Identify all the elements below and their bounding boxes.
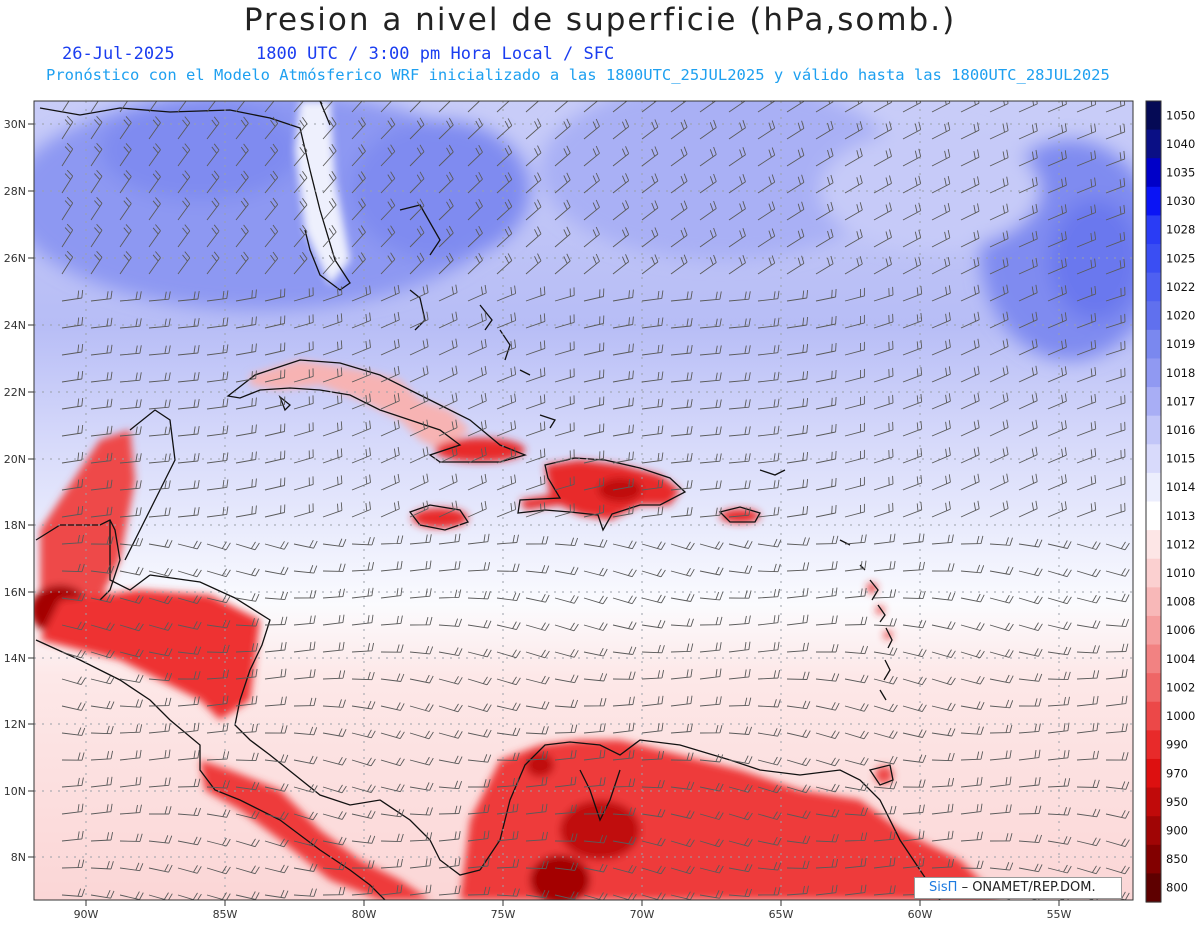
colorbar-label: 1016: [1166, 423, 1195, 437]
credit-box: SisΠ – ONAMET/REP.DOM.: [914, 877, 1122, 899]
lat-label: 20N: [4, 453, 26, 466]
colorbar-swatch: [1146, 530, 1161, 560]
colorbar-swatch: [1146, 215, 1161, 245]
colorbar-swatch: [1146, 615, 1161, 646]
colorbar-label: 800: [1166, 881, 1188, 895]
colorbar-label: 900: [1166, 823, 1188, 837]
colorbar-swatch: [1146, 501, 1161, 531]
credit-brand: SisΠ: [929, 880, 958, 895]
map-frame: [33, 100, 1134, 901]
colorbar-swatch: [1146, 787, 1161, 817]
valid-time: 1800 UTC / 3:00 pm Hora Local / SFC: [256, 44, 615, 64]
colorbar-swatch: [1146, 387, 1161, 417]
colorbar-swatch: [1146, 816, 1161, 846]
colorbar-swatch: [1146, 415, 1161, 445]
colorbar-label: 1014: [1166, 480, 1195, 494]
lon-labels: 90W 85W 80W 75W 70W 65W 60W 55W: [74, 908, 1072, 921]
lat-label: 26N: [4, 252, 26, 265]
colorbar-swatch: [1146, 244, 1161, 274]
chart-title: Presion a nivel de superficie (hPa,somb.…: [243, 2, 957, 38]
lon-label: 70W: [630, 908, 655, 921]
colorbar-label: 1025: [1166, 251, 1195, 265]
lon-label: 85W: [213, 908, 238, 921]
lat-label: 16N: [4, 586, 26, 599]
colorbar-swatch: [1146, 644, 1161, 674]
colorbar-label: 1010: [1166, 566, 1195, 580]
wind-barb-glyphs: [61, 101, 1130, 900]
colorbar-label: 1020: [1166, 309, 1195, 323]
colorbar-label: 1013: [1166, 509, 1195, 523]
colorbar-swatch: [1146, 301, 1161, 331]
colorbar-swatch: [1146, 558, 1161, 588]
colorbar-label: 1006: [1166, 623, 1195, 637]
colorbar-label: 1022: [1166, 280, 1195, 294]
colorbar-label: 1015: [1166, 452, 1195, 466]
colorbar-label: 1004: [1166, 652, 1195, 666]
colorbar-label: 1008: [1166, 595, 1195, 609]
colorbar-swatch: [1146, 587, 1161, 617]
colorbar-label: 1030: [1166, 194, 1195, 208]
colorbar-label: 1028: [1166, 223, 1195, 237]
lon-label: 75W: [491, 908, 516, 921]
lat-ticks: [28, 123, 34, 858]
colorbar-label: 950: [1166, 795, 1188, 809]
colorbar-swatch: [1146, 844, 1161, 874]
lat-label: 12N: [4, 718, 26, 731]
colorbar-swatch: [1146, 758, 1161, 789]
colorbar-frame: [1145, 100, 1162, 903]
colorbar-label: 1018: [1166, 366, 1195, 380]
colorbar-label: 1040: [1166, 137, 1195, 151]
colorbar-swatch: [1146, 158, 1161, 188]
colorbar-label: 1017: [1166, 394, 1195, 408]
credit-text: – ONAMET/REP.DOM.: [961, 880, 1096, 895]
lon-ticks: [85, 900, 1060, 906]
forecast-date: 26-Jul-2025: [62, 44, 175, 64]
lon-label: 90W: [74, 908, 99, 921]
colorbar-label: 1019: [1166, 337, 1195, 351]
colorbar-swatch: [1146, 701, 1161, 731]
map-field: [34, 101, 1133, 900]
lon-label: 55W: [1047, 908, 1072, 921]
lat-label: 24N: [4, 319, 26, 332]
lon-label: 80W: [352, 908, 377, 921]
forecast-note: Pronóstico con el Modelo Atmósferico WRF…: [46, 66, 1110, 84]
colorbar-swatch: [1146, 129, 1161, 159]
lat-label: 22N: [4, 386, 26, 399]
colorbar-label: 1035: [1166, 166, 1195, 180]
high-pressure-areas: [34, 101, 1133, 360]
colorbar-swatch: [1146, 329, 1161, 360]
lat-labels: 30N 28N 26N 24N 22N 20N 18N 16N 14N 12N …: [4, 118, 26, 864]
colorbar-label: 1002: [1166, 680, 1195, 694]
colorbar-swatch: [1146, 358, 1161, 388]
colorbar-label: 1000: [1166, 709, 1195, 723]
lon-label: 65W: [769, 908, 794, 921]
colorbar-label: 1012: [1166, 537, 1195, 551]
lon-label: 60W: [908, 908, 933, 921]
colorbar-swatch: [1146, 101, 1161, 131]
colorbar-label: 850: [1166, 852, 1188, 866]
colorbar-swatch: [1146, 873, 1161, 903]
colorbar-swatch: [1146, 444, 1161, 474]
wind-barbs: [61, 101, 1130, 900]
colorbar-swatch: [1146, 472, 1161, 503]
colorbar-swatch: [1146, 730, 1161, 760]
colorbar-swatch: [1146, 272, 1161, 302]
pressure-colorbar: 1050 1040 1035 1030 1028 1025 1022 1020 1019 1018…: [1145, 100, 1195, 903]
colorbar-label: 1050: [1166, 108, 1195, 122]
colorbar-swatch: [1146, 673, 1161, 703]
lat-label: 28N: [4, 185, 26, 198]
colorbar-label: 990: [1166, 738, 1188, 752]
lat-label: 30N: [4, 118, 26, 131]
colorbar-label: 970: [1166, 766, 1188, 780]
lat-label: 8N: [11, 851, 26, 864]
colorbar-swatch: [1146, 186, 1161, 217]
lat-label: 14N: [4, 652, 26, 665]
lat-label: 18N: [4, 519, 26, 532]
lat-label: 10N: [4, 785, 26, 798]
grid-lines: [34, 101, 1133, 900]
